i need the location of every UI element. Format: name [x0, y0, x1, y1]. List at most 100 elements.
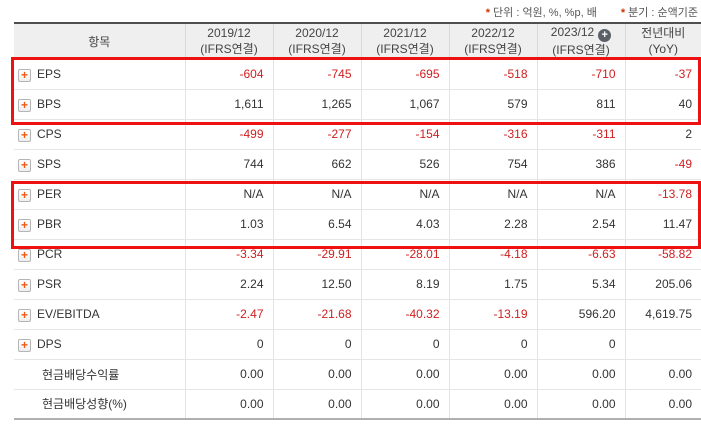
- value-cell: 662: [272, 149, 361, 180]
- row-label: BPS: [37, 96, 62, 111]
- column-header: 2023/12 + (IFRS연결): [536, 23, 625, 60]
- value-cell: 5.34: [536, 269, 625, 300]
- value-cell: N/A: [272, 179, 361, 210]
- value-cell: 6.54: [272, 209, 361, 240]
- value-cell: -154: [360, 119, 449, 150]
- row-label-cell: 현금배당수익률: [14, 359, 185, 390]
- value-cell: 1,611: [184, 89, 273, 120]
- value-cell: 11.47: [624, 209, 701, 240]
- row-label: CPS: [37, 126, 62, 141]
- table-row: 현금배당수익률 0.00 0.00 0.00 0.00 0.00 0.00: [14, 359, 701, 390]
- value-cell: 2.54: [536, 209, 625, 240]
- value-cell: 0.00: [448, 389, 537, 419]
- row-label-cell: + SPS: [14, 149, 185, 180]
- value-cell: -499: [184, 119, 273, 150]
- expand-row-icon[interactable]: +: [18, 69, 31, 82]
- value-cell: 0.00: [448, 359, 537, 390]
- value-cell: 0.00: [536, 389, 625, 419]
- column-period: 전년대비: [641, 26, 686, 41]
- value-cell: -13.78: [624, 179, 701, 210]
- row-label: PSR: [37, 276, 62, 291]
- value-cell: 40: [624, 89, 701, 120]
- value-cell: -2.47: [184, 299, 273, 330]
- row-label-cell: + PBR: [14, 209, 185, 240]
- value-cell: 811: [536, 89, 625, 120]
- expand-row-icon[interactable]: +: [18, 159, 31, 172]
- value-cell: -21.68: [272, 299, 361, 330]
- value-cell: 2.24: [184, 269, 273, 300]
- value-cell: -3.34: [184, 239, 273, 270]
- unit-note-text: 단위 : 억원, %, %p, 배: [493, 7, 597, 19]
- item-column-header: 항목: [14, 23, 185, 60]
- table-row: + DPS 0 0 0 0 0: [14, 329, 701, 360]
- value-cell: 0.00: [624, 389, 701, 419]
- value-cell: 1,067: [360, 89, 449, 120]
- value-cell: 0.00: [360, 359, 449, 390]
- value-cell: -29.91: [272, 239, 361, 270]
- value-cell: 4.03: [360, 209, 449, 240]
- value-cell: 0.00: [184, 389, 273, 419]
- value-cell: -695: [360, 59, 449, 90]
- value-cell: -37: [624, 59, 701, 90]
- expand-row-icon[interactable]: +: [18, 339, 31, 352]
- value-cell: [624, 329, 701, 360]
- value-cell: 2.28: [448, 209, 537, 240]
- value-cell: -40.32: [360, 299, 449, 330]
- asterisk-icon: *: [620, 7, 626, 19]
- value-cell: 0: [536, 329, 625, 360]
- value-cell: -745: [272, 59, 361, 90]
- value-cell: 386: [536, 149, 625, 180]
- row-label: EV/EBITDA: [37, 306, 100, 321]
- value-cell: 0.00: [184, 359, 273, 390]
- value-cell: -316: [448, 119, 537, 150]
- value-cell: 12.50: [272, 269, 361, 300]
- expand-row-icon[interactable]: +: [18, 309, 31, 322]
- value-cell: -604: [184, 59, 273, 90]
- expand-row-icon[interactable]: +: [18, 189, 31, 202]
- value-cell: -28.01: [360, 239, 449, 270]
- column-header: 2020/12 (IFRS연결): [272, 23, 361, 60]
- table-row: + SPS 744 662 526 754 386 -49: [14, 149, 701, 180]
- column-standard: (IFRS연결): [552, 43, 610, 58]
- row-label: DPS: [37, 336, 62, 351]
- value-cell: N/A: [448, 179, 537, 210]
- add-column-icon[interactable]: +: [598, 29, 612, 43]
- table-row: + EV/EBITDA -2.47 -21.68 -40.32 -13.19 596.20 4…: [14, 299, 701, 330]
- value-cell: -58.82: [624, 239, 701, 270]
- column-standard: (IFRS연결): [376, 42, 434, 57]
- value-cell: 1.03: [184, 209, 273, 240]
- value-cell: N/A: [184, 179, 273, 210]
- value-cell: -4.18: [448, 239, 537, 270]
- basis-note: * 분기 : 순액기준: [621, 4, 698, 20]
- row-label-cell: + EV/EBITDA: [14, 299, 185, 330]
- table-row: + PCR -3.34 -29.91 -28.01 -4.18 -6.63 -58.82: [14, 239, 701, 270]
- column-header: 2019/12 (IFRS연결): [184, 23, 273, 60]
- expand-row-icon[interactable]: +: [18, 249, 31, 262]
- row-label-cell: 현금배당성향(%): [14, 389, 185, 419]
- column-standard: (IFRS연결): [288, 42, 346, 57]
- asterisk-icon: *: [485, 7, 491, 19]
- value-cell: -277: [272, 119, 361, 150]
- expand-row-icon[interactable]: +: [18, 99, 31, 112]
- value-cell: 0.00: [272, 389, 361, 419]
- header-row: 항목 2019/12 (IFRS연결) 2020/12 (IFRS연결) 2021/12…: [14, 23, 701, 60]
- financial-ratio-table: 항목 2019/12 (IFRS연결) 2020/12 (IFRS연결) 2021/12…: [14, 22, 701, 420]
- row-label-cell: + PSR: [14, 269, 185, 300]
- value-cell: 4,619.75: [624, 299, 701, 330]
- table-row: + EPS -604 -745 -695 -518 -710 -37: [14, 59, 701, 90]
- column-standard: (IFRS연결): [200, 42, 258, 57]
- expand-row-icon[interactable]: +: [18, 279, 31, 292]
- row-label-cell: + CPS: [14, 119, 185, 150]
- expand-row-icon[interactable]: +: [18, 129, 31, 142]
- value-cell: -13.19: [448, 299, 537, 330]
- column-header: 2022/12 (IFRS연결): [448, 23, 537, 60]
- value-cell: 0: [360, 329, 449, 360]
- row-label: 현금배당성향(%): [42, 397, 127, 412]
- value-cell: -6.63: [536, 239, 625, 270]
- expand-row-icon[interactable]: +: [18, 219, 31, 232]
- table-notes: * 단위 : 억원, %, %p, 배 * 분기 : 순액기준: [486, 4, 698, 20]
- value-cell: 0.00: [272, 359, 361, 390]
- table-row: + CPS -499 -277 -154 -316 -311 2: [14, 119, 701, 150]
- value-cell: 579: [448, 89, 537, 120]
